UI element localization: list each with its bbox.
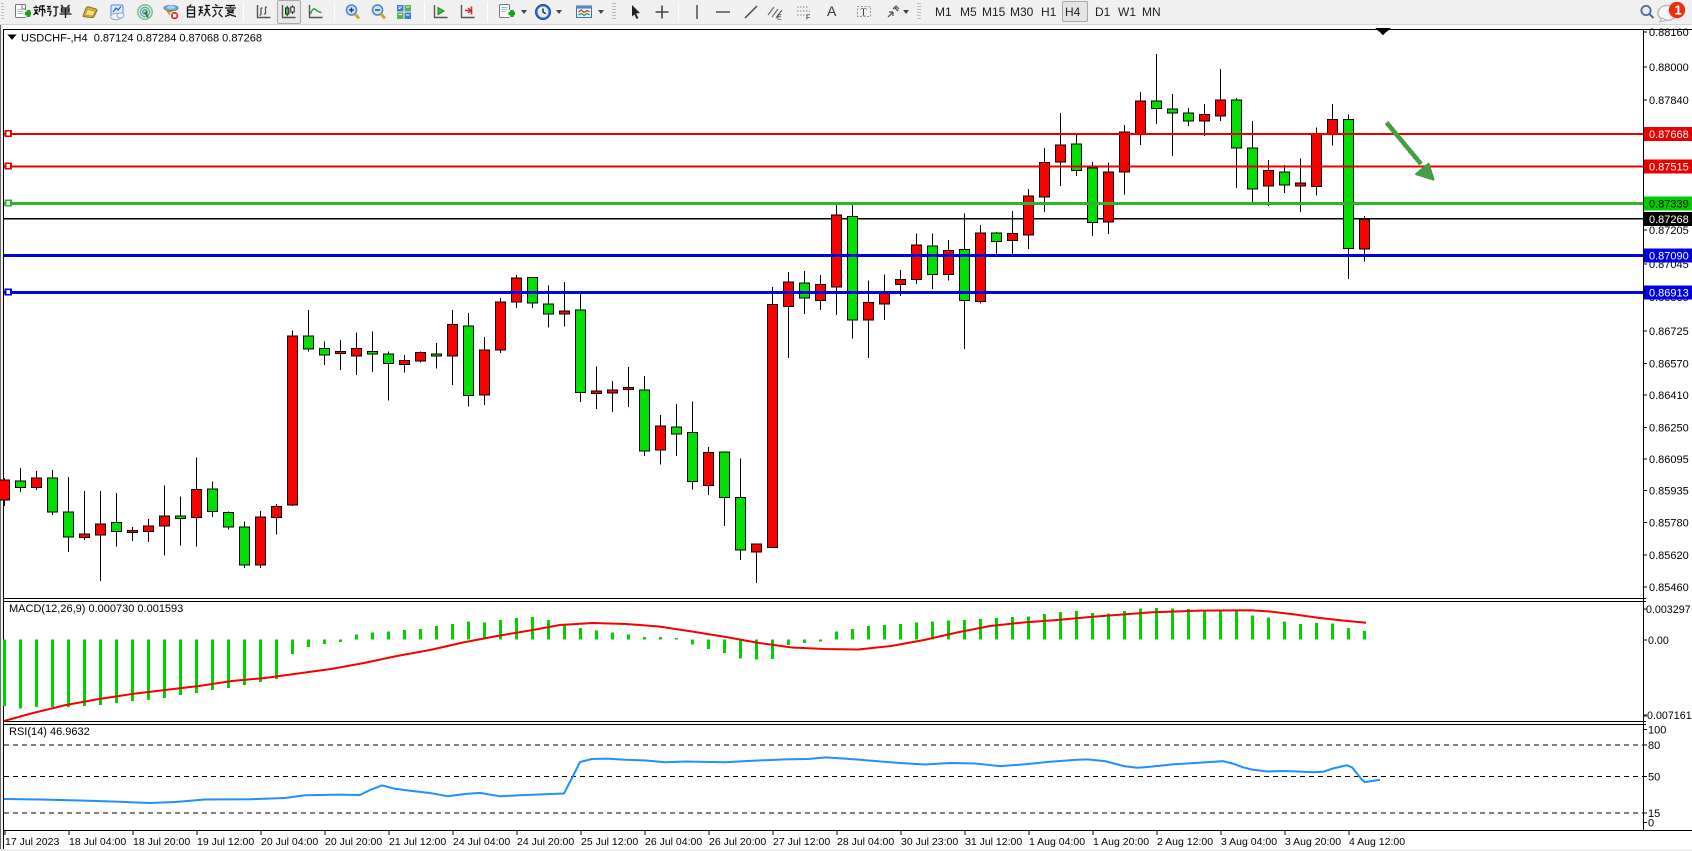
svg-text:24 Jul 04:00: 24 Jul 04:00 [453, 836, 510, 848]
svg-text:0.87090: 0.87090 [1649, 251, 1689, 263]
svg-text:50: 50 [1648, 772, 1660, 784]
svg-text:0.85935: 0.85935 [1649, 486, 1689, 498]
svg-text:28 Jul 04:00: 28 Jul 04:00 [837, 836, 894, 848]
svg-text:3 Aug 20:00: 3 Aug 20:00 [1285, 836, 1341, 848]
svg-text:18 Jul 04:00: 18 Jul 04:00 [69, 836, 126, 848]
svg-text:0.87515: 0.87515 [1649, 162, 1689, 174]
svg-text:24 Jul 20:00: 24 Jul 20:00 [517, 836, 574, 848]
svg-text:21 Jul 12:00: 21 Jul 12:00 [389, 836, 446, 848]
svg-text:0.85620: 0.85620 [1649, 550, 1689, 562]
svg-text:0.87268: 0.87268 [1649, 214, 1689, 226]
svg-text:0.87840: 0.87840 [1649, 95, 1689, 107]
svg-text:T: T [861, 8, 867, 19]
svg-text:19 Jul 12:00: 19 Jul 12:00 [197, 836, 254, 848]
svg-text:2 Aug 12:00: 2 Aug 12:00 [1157, 836, 1213, 848]
svg-text:0.86725: 0.86725 [1649, 326, 1689, 338]
svg-text:20 Jul 04:00: 20 Jul 04:00 [261, 836, 318, 848]
svg-text:27 Jul 12:00: 27 Jul 12:00 [773, 836, 830, 848]
svg-text:0.86250: 0.86250 [1649, 423, 1689, 435]
svg-text:USDCHF-,H4 0.87124 0.87284 0.: USDCHF-,H4 0.87124 0.87284 0.87068 0.872… [21, 33, 262, 45]
svg-text:4 Aug 12:00: 4 Aug 12:00 [1349, 836, 1405, 848]
svg-text:0.87205: 0.87205 [1649, 225, 1689, 237]
svg-text:-0.007161: -0.007161 [1644, 710, 1692, 722]
svg-text:30 Jul 23:00: 30 Jul 23:00 [901, 836, 958, 848]
svg-text:1: 1 [1675, 3, 1682, 18]
svg-text:0.86570: 0.86570 [1649, 359, 1689, 371]
svg-text:1 Aug 20:00: 1 Aug 20:00 [1093, 836, 1149, 848]
svg-text:E: E [777, 15, 782, 22]
svg-text:80: 80 [1648, 740, 1660, 752]
svg-text:0.87668: 0.87668 [1649, 129, 1689, 141]
svg-text:0.86095: 0.86095 [1649, 454, 1689, 466]
svg-text:0.85780: 0.85780 [1649, 518, 1689, 530]
svg-text:100: 100 [1648, 725, 1666, 737]
svg-text:31 Jul 12:00: 31 Jul 12:00 [965, 836, 1022, 848]
svg-text:0.85460: 0.85460 [1649, 582, 1689, 594]
svg-text:0.003297: 0.003297 [1646, 604, 1691, 616]
svg-text:3 Aug 04:00: 3 Aug 04:00 [1221, 836, 1277, 848]
svg-text:RSI(14) 46.9632: RSI(14) 46.9632 [9, 726, 90, 738]
svg-text:17 Jul 2023: 17 Jul 2023 [5, 836, 59, 848]
svg-text:0.87339: 0.87339 [1649, 199, 1689, 211]
svg-text:0.00: 0.00 [1648, 635, 1669, 647]
svg-text:18 Jul 20:00: 18 Jul 20:00 [133, 836, 190, 848]
svg-text:MACD(12,26,9) 0.000730 0.00159: MACD(12,26,9) 0.000730 0.001593 [9, 603, 183, 615]
svg-text:F: F [806, 15, 810, 22]
svg-text:0.86913: 0.86913 [1649, 288, 1689, 300]
svg-text:15: 15 [1648, 808, 1660, 820]
svg-text:1 Aug 04:00: 1 Aug 04:00 [1029, 836, 1085, 848]
svg-text:25 Jul 12:00: 25 Jul 12:00 [581, 836, 638, 848]
svg-text:20 Jul 20:00: 20 Jul 20:00 [325, 836, 382, 848]
svg-text:26 Jul 20:00: 26 Jul 20:00 [709, 836, 766, 848]
svg-text:26 Jul 04:00: 26 Jul 04:00 [645, 836, 702, 848]
svg-text:0.86410: 0.86410 [1649, 390, 1689, 402]
svg-text:0: 0 [1648, 818, 1654, 830]
svg-text:0.88000: 0.88000 [1649, 62, 1689, 74]
svg-text:0.88160: 0.88160 [1649, 27, 1689, 39]
